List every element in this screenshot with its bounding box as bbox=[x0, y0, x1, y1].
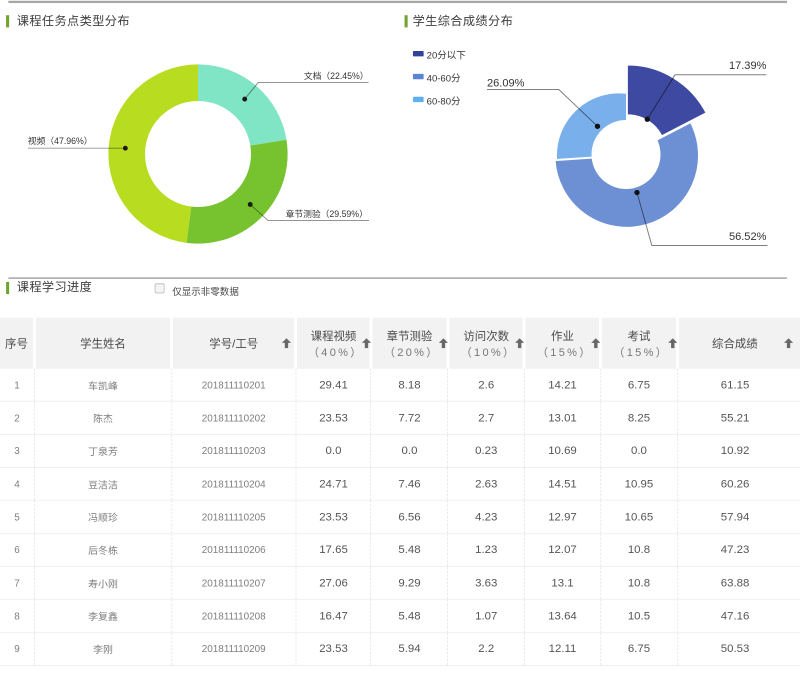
svg-text:章节测验（29.59%）: 章节测验（29.59%） bbox=[286, 208, 368, 219]
svg-text:17.39%: 17.39% bbox=[729, 60, 767, 72]
svg-text:文档（22.45%）: 文档（22.45%） bbox=[304, 70, 369, 81]
svg-text:视频（47.96%）: 视频（47.96%） bbox=[28, 135, 93, 146]
svg-text:56.52%: 56.52% bbox=[729, 231, 767, 243]
svg-text:26.09%: 26.09% bbox=[487, 77, 525, 89]
